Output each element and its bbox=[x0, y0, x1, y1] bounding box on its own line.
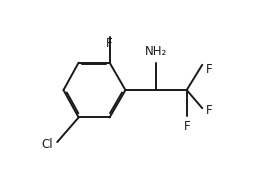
Text: F: F bbox=[106, 37, 113, 50]
Text: F: F bbox=[183, 120, 190, 133]
Text: F: F bbox=[205, 63, 212, 76]
Text: Cl: Cl bbox=[42, 138, 54, 151]
Text: NH₂: NH₂ bbox=[145, 45, 167, 58]
Text: F: F bbox=[205, 104, 212, 117]
